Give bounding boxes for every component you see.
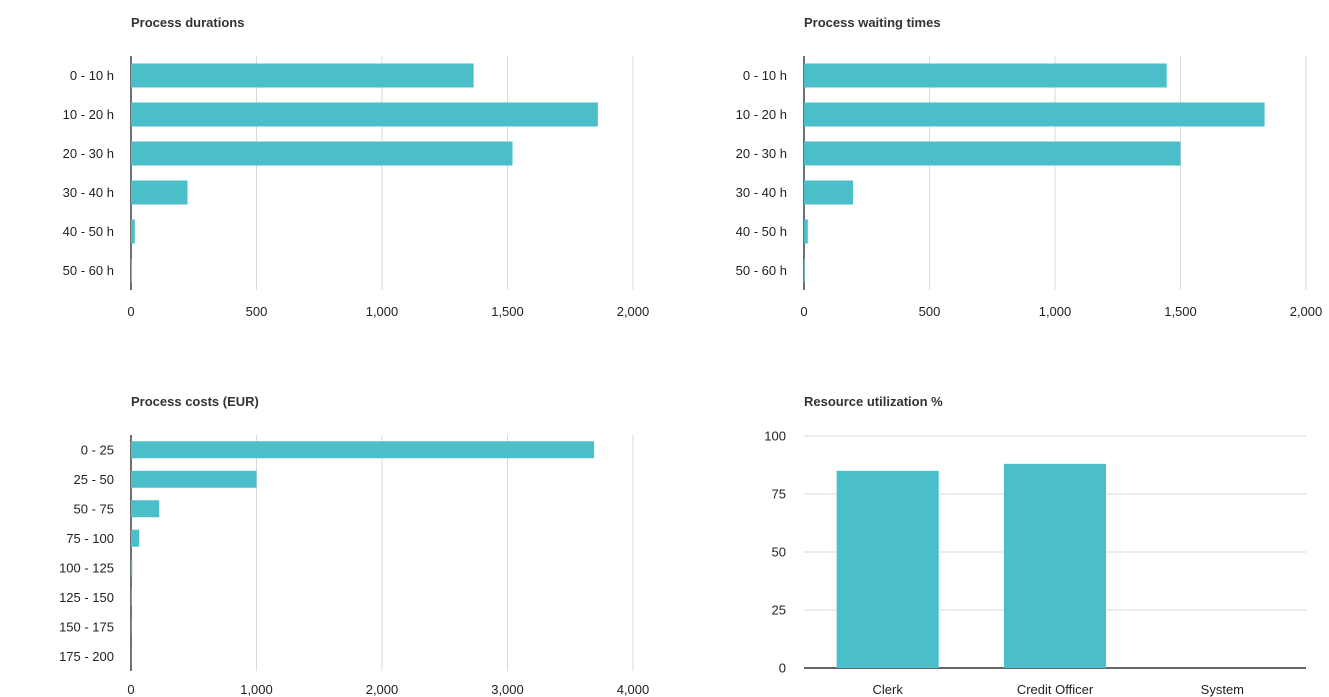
- bar-40-50-h: [131, 219, 135, 244]
- category-label-100-125: 100 - 125: [59, 560, 114, 575]
- bar-25-50: [131, 470, 257, 488]
- tick-label-0: 0: [127, 682, 134, 697]
- tick-label-4-000: 4,000: [617, 682, 650, 697]
- category-label-175-200: 175 - 200: [59, 649, 114, 664]
- category-labels: 0 - 25 25 - 50 50 - 75 75 - 100 100 - 125 125…: [59, 442, 114, 664]
- category-label-credit-officer: Credit Officer: [1017, 682, 1094, 697]
- tick-label-1-000: 1,000: [366, 304, 399, 319]
- tick-label-2-000: 2,000: [366, 682, 399, 697]
- tick-label-1-000: 1,000: [1039, 304, 1072, 319]
- tick-label-3-000: 3,000: [491, 682, 524, 697]
- category-label-40-50-h: 40 - 50 h: [736, 224, 787, 239]
- category-label-30-40-h: 30 - 40 h: [63, 185, 114, 200]
- category-labels: 0 - 10 h 10 - 20 h 20 - 30 h 30 - 40 h 40 - …: [736, 68, 787, 278]
- process-costs-chart: Process costs (EUR) 0 - 25 25 - 50 50 - 75…: [59, 394, 649, 697]
- bars: [836, 463, 1107, 668]
- tick-label-2-000: 2,000: [617, 304, 650, 319]
- tick-label-0: 0: [800, 304, 807, 319]
- category-label-20-30-h: 20 - 30 h: [736, 146, 787, 161]
- bars: [804, 63, 1265, 283]
- category-label-0-10-h: 0 - 10 h: [743, 68, 787, 83]
- category-label-150-175: 150 - 175: [59, 619, 114, 634]
- category-label-50-60-h: 50 - 60 h: [63, 263, 114, 278]
- bar-10-20-h: [804, 102, 1265, 127]
- bar-40-50-h: [804, 219, 808, 244]
- category-label-0-25: 0 - 25: [81, 442, 114, 457]
- bar-75-100: [131, 529, 140, 547]
- category-label-25-50: 25 - 50: [74, 472, 114, 487]
- bar-0-10-h: [131, 63, 474, 88]
- tick-label-25: 25: [772, 603, 786, 618]
- category-label-40-50-h: 40 - 50 h: [63, 224, 114, 239]
- gridlines: [130, 56, 634, 290]
- tick-labels: 0 25 50 75 100: [764, 429, 786, 676]
- tick-label-500: 500: [246, 304, 268, 319]
- bar-50-60-h: [131, 258, 132, 283]
- gridlines: [803, 56, 1307, 290]
- bar-0-25: [131, 441, 595, 459]
- tick-label-75: 75: [772, 487, 786, 502]
- bar-clerk: [836, 470, 939, 668]
- category-label-75-100: 75 - 100: [66, 531, 114, 546]
- chart-title-process-waiting-times: Process waiting times: [804, 15, 941, 30]
- bars: [131, 63, 598, 283]
- category-label-50-60-h: 50 - 60 h: [736, 263, 787, 278]
- category-label-20-30-h: 20 - 30 h: [63, 146, 114, 161]
- bar-10-20-h: [131, 102, 598, 127]
- process-durations-chart: Process durations 0 - 10 h 10 - 20 h 20 - …: [63, 15, 650, 319]
- category-label-0-10-h: 0 - 10 h: [70, 68, 114, 83]
- tick-label-0: 0: [127, 304, 134, 319]
- tick-label-500: 500: [919, 304, 941, 319]
- process-waiting-times-chart: Process waiting times 0 - 10 h 10 - 20 h 2…: [736, 15, 1323, 319]
- tick-label-0: 0: [779, 661, 786, 676]
- category-label-50-75: 50 - 75: [74, 501, 114, 516]
- category-labels: 0 - 10 h 10 - 20 h 20 - 30 h 30 - 40 h 40 - …: [63, 68, 114, 278]
- bar-20-30-h: [804, 141, 1181, 166]
- tick-label-1-500: 1,500: [1164, 304, 1197, 319]
- tick-label-100: 100: [764, 429, 786, 444]
- tick-label-2-000: 2,000: [1290, 304, 1323, 319]
- bar-30-40-h: [804, 180, 853, 205]
- category-label-10-20-h: 10 - 20 h: [736, 107, 787, 122]
- tick-labels: 0 500 1,000 1,500 2,000: [800, 304, 1322, 319]
- tick-label-50: 50: [772, 545, 786, 560]
- bar-0-10-h: [804, 63, 1167, 88]
- tick-label-1-000: 1,000: [240, 682, 273, 697]
- category-label-10-20-h: 10 - 20 h: [63, 107, 114, 122]
- bar-100-125: [131, 559, 133, 577]
- category-label-30-40-h: 30 - 40 h: [736, 185, 787, 200]
- tick-labels: 0 1,000 2,000 3,000 4,000: [127, 682, 649, 697]
- bars: [131, 441, 595, 665]
- bar-50-75: [131, 500, 160, 518]
- chart-title-process-durations: Process durations: [131, 15, 244, 30]
- category-labels: Clerk Credit Officer System: [872, 682, 1244, 697]
- gridlines: [130, 435, 634, 671]
- chart-title-resource-utilization: Resource utilization %: [804, 394, 943, 409]
- category-label-125-150: 125 - 150: [59, 590, 114, 605]
- resource-utilization-chart: Resource utilization % Clerk Credit Offic…: [764, 394, 1306, 697]
- tick-labels: 0 500 1,000 1,500 2,000: [127, 304, 649, 319]
- chart-title-process-costs: Process costs (EUR): [131, 394, 259, 409]
- category-label-system: System: [1201, 682, 1244, 697]
- bar-50-60-h: [804, 258, 805, 283]
- bar-30-40-h: [131, 180, 188, 205]
- tick-label-1-500: 1,500: [491, 304, 524, 319]
- category-label-clerk: Clerk: [872, 682, 903, 697]
- bar-20-30-h: [131, 141, 513, 166]
- bar-credit-officer: [1003, 463, 1107, 668]
